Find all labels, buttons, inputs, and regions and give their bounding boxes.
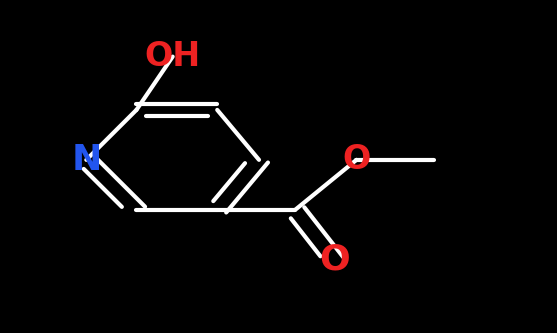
Text: N: N — [71, 143, 101, 177]
Text: O: O — [319, 243, 350, 277]
Text: OH: OH — [145, 40, 201, 73]
Text: O: O — [343, 143, 370, 176]
